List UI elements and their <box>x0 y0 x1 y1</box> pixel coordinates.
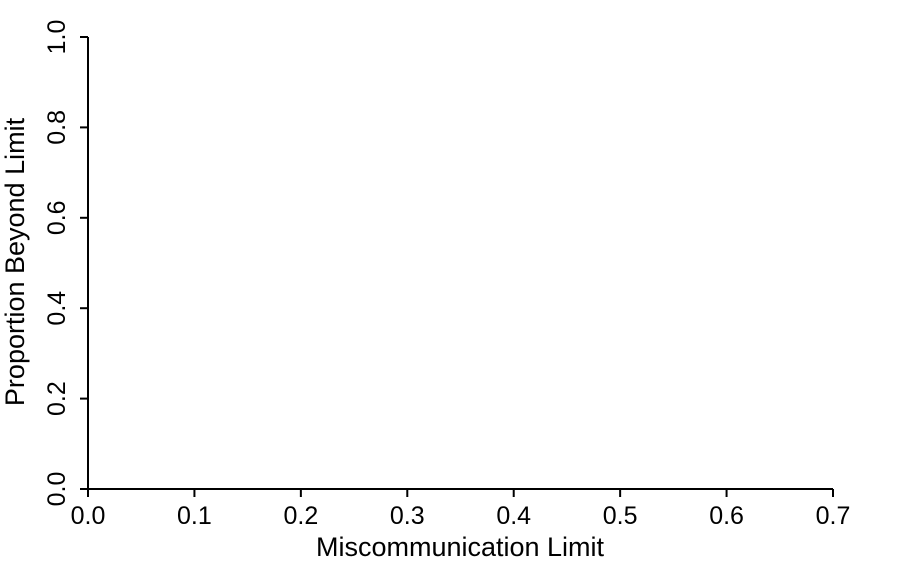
x-tick-label: 0.5 <box>603 502 638 530</box>
x-tick-label: 0.2 <box>283 502 318 530</box>
y-tick-label: 0.4 <box>43 291 71 326</box>
plot-area: 0.0 0.1 0.2 0.3 0.4 0.5 0.6 0.7 0.0 0.2 0.4 0.6 0.8… <box>43 20 850 530</box>
y-tick-label: 0.0 <box>43 472 71 507</box>
x-tick-label: 0.0 <box>71 502 106 530</box>
x-tick-label: 0.1 <box>177 502 212 530</box>
x-tick-label: 0.6 <box>709 502 744 530</box>
x-ticks: 0.0 0.1 0.2 0.3 0.4 0.5 0.6 0.7 <box>71 489 851 530</box>
y-tick-label: 0.6 <box>43 200 71 235</box>
x-tick-label: 0.7 <box>816 502 851 530</box>
y-tick-label: 1.0 <box>43 20 71 55</box>
y-tick-label: 0.2 <box>43 381 71 416</box>
y-ticks: 0.0 0.2 0.4 0.6 0.8 1.0 <box>43 20 88 507</box>
x-axis-title: Miscommunication Limit <box>316 532 605 562</box>
y-axis-title: Proportion Beyond Limit <box>0 117 30 406</box>
y-tick-label: 0.8 <box>43 110 71 145</box>
x-tick-label: 0.4 <box>496 502 531 530</box>
x-tick-label: 0.3 <box>390 502 425 530</box>
